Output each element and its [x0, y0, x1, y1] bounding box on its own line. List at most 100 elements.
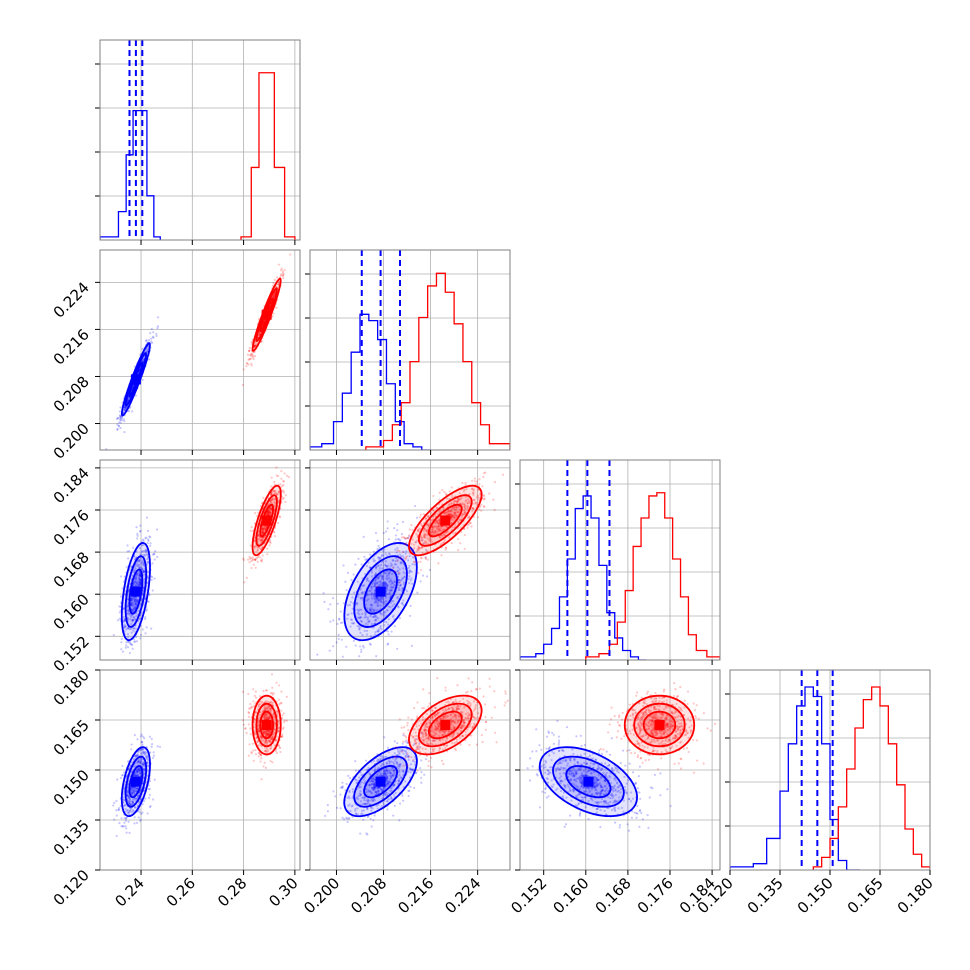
sample-point — [135, 754, 138, 758]
sample-point — [136, 794, 139, 797]
sample-point — [424, 533, 427, 537]
sample-point — [273, 503, 277, 506]
sample-point — [401, 602, 404, 605]
sample-point — [387, 574, 390, 577]
sample-point — [423, 540, 427, 543]
sample-point — [130, 793, 133, 796]
sample-point — [377, 628, 380, 631]
sample-point — [482, 498, 485, 501]
sample-point — [463, 547, 466, 550]
sample-point — [134, 786, 137, 789]
sample-point — [130, 743, 133, 746]
sample-point — [379, 556, 382, 560]
sample-point — [143, 578, 146, 581]
sample-point — [136, 601, 139, 604]
sample-point — [346, 604, 350, 607]
sample-point — [256, 546, 259, 549]
sample-point — [142, 751, 145, 754]
sample-point — [376, 604, 379, 608]
sample-point — [426, 537, 429, 540]
sample-point — [414, 541, 417, 544]
sample-point — [484, 471, 487, 474]
sample-point — [269, 508, 272, 511]
sample-point — [257, 728, 260, 731]
sample-point — [262, 765, 265, 768]
sample-point — [283, 472, 286, 475]
sample-point — [267, 503, 270, 506]
sample-point — [455, 515, 458, 518]
sample-point — [390, 589, 393, 592]
sample-point — [393, 625, 396, 628]
sample-point — [409, 570, 412, 573]
sample-point — [391, 581, 394, 585]
sample-point — [376, 604, 379, 607]
sample-point — [482, 493, 485, 497]
sample-point — [141, 628, 144, 631]
sample-point — [383, 548, 386, 551]
sample-point — [140, 812, 143, 816]
histogram-1 — [365, 272, 510, 450]
sample-point — [253, 343, 257, 347]
sample-point — [139, 749, 142, 752]
sample-point — [384, 563, 387, 566]
sample-point — [444, 546, 448, 549]
sample-point — [455, 508, 458, 511]
sample-point — [152, 552, 156, 556]
sample-point — [138, 565, 141, 568]
sample-point — [438, 498, 441, 501]
sample-point — [396, 559, 399, 563]
sample-point — [278, 280, 281, 283]
sample-point — [273, 480, 276, 484]
sample-point — [368, 607, 371, 610]
sample-point — [136, 581, 139, 584]
sample-point — [268, 511, 271, 514]
sample-point — [386, 584, 389, 587]
sample-point — [131, 791, 134, 795]
sample-point — [350, 618, 354, 622]
sample-point — [443, 512, 446, 515]
sample-point — [456, 499, 460, 502]
sample-point — [387, 605, 390, 608]
sample-point — [453, 516, 456, 520]
sample-point — [145, 350, 148, 353]
sample-point — [259, 548, 263, 551]
sample-point — [431, 527, 435, 531]
sample-point — [463, 505, 466, 508]
sample-point — [364, 612, 367, 615]
sample-point — [448, 504, 451, 507]
sample-point — [267, 509, 270, 512]
sample-point — [377, 564, 380, 567]
sample-point — [446, 511, 449, 514]
sample-point — [262, 689, 265, 693]
sample-point — [139, 637, 142, 640]
sample-point — [267, 513, 270, 516]
sample-point — [393, 583, 396, 587]
sample-point — [425, 529, 428, 533]
sample-point — [419, 513, 422, 516]
sample-point — [257, 728, 260, 731]
sample-point — [402, 603, 405, 607]
sample-point — [141, 549, 144, 553]
sample-point — [134, 603, 138, 607]
sample-point — [452, 502, 455, 505]
sample-point — [131, 605, 134, 608]
sample-point — [272, 501, 276, 504]
sample-point — [356, 608, 359, 611]
sample-point — [385, 572, 388, 575]
y-tick-label: 0.168 — [50, 548, 93, 591]
sample-point — [132, 789, 136, 792]
sample-point — [268, 510, 271, 514]
sample-point — [445, 510, 448, 513]
sample-point — [435, 526, 438, 529]
sample-point — [134, 394, 138, 397]
sample-point — [433, 525, 436, 528]
sample-point — [262, 321, 265, 324]
sample-point — [456, 537, 460, 541]
sample-point — [259, 559, 263, 562]
sample-point — [397, 581, 400, 584]
sample-point — [124, 625, 127, 628]
sample-point — [135, 770, 138, 774]
sample-point — [139, 574, 142, 577]
sample-point — [135, 769, 138, 773]
sample-point — [413, 556, 416, 559]
